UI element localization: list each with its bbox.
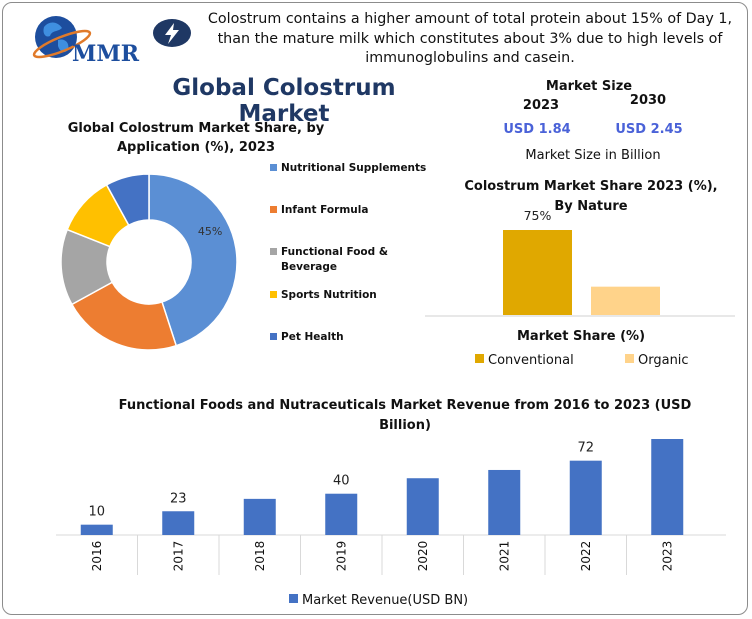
revenue-tick-label: 2021 — [497, 541, 511, 572]
revenue-title-line2: Billion) — [379, 418, 431, 433]
pie-title-line1: Global Colostrum Market Share, by — [68, 121, 325, 136]
nature-bar-chart: 75% — [503, 208, 660, 315]
nature-data-label: 75% — [524, 208, 552, 223]
nature-legend-label: Organic — [638, 353, 689, 368]
revenue-bar-2022 — [569, 460, 602, 535]
nature-legend-label: Conventional — [488, 353, 574, 368]
revenue-bar-2023 — [651, 439, 684, 535]
revenue-tick-label: 2020 — [416, 541, 430, 572]
revenue-bar-2016 — [80, 524, 113, 535]
pie-legend-swatch — [270, 333, 277, 340]
pie-title-line2: Application (%), 2023 — [117, 140, 275, 155]
pie-legend-swatch — [270, 206, 277, 213]
market-size-value-2030: USD 2.45 — [615, 122, 682, 137]
nature-bar-organic — [591, 286, 660, 315]
revenue-legend-label: Market Revenue(USD BN) — [302, 593, 468, 608]
revenue-bar-2021 — [488, 469, 521, 535]
intro-text: Colostrum contains a higher amount of to… — [207, 11, 733, 66]
pie-legend: Nutritional Supplements Infant Formula Fun… — [270, 162, 426, 343]
donut-slice-1 — [148, 173, 238, 347]
market-size-year-right: 2030 — [630, 93, 666, 108]
nature-xlabel: Market Share (%) — [517, 329, 645, 344]
revenue-tick-label: 2022 — [579, 541, 593, 572]
revenue-bar-2020 — [406, 478, 439, 535]
nature-bar-conventional — [503, 230, 572, 315]
logo-text: MMR — [72, 41, 140, 67]
revenue-bar-chart: 10 2016 23 2017 2018 40 2019 2020 2021 72 2022 2023 — [56, 439, 726, 575]
market-size-caption: Market Size in Billion — [525, 148, 660, 163]
donut-slice-2 — [70, 281, 178, 351]
pie-legend-label: Nutritional Supplements — [281, 162, 426, 174]
nature-legend: Conventional Organic — [475, 353, 689, 368]
revenue-tick-label: 2016 — [90, 541, 104, 572]
revenue-bar-2018 — [243, 498, 276, 535]
revenue-data-label: 72 — [577, 441, 594, 456]
nature-legend-swatch — [625, 354, 634, 363]
pie-legend-label: Sports Nutrition — [281, 289, 377, 301]
revenue-data-label: 10 — [88, 505, 105, 520]
revenue-legend: Market Revenue(USD BN) — [289, 593, 468, 608]
revenue-tick-label: 2023 — [660, 541, 674, 572]
pie-legend-label: Pet Health — [281, 331, 344, 343]
market-size-title: Market Size — [546, 79, 632, 94]
revenue-legend-swatch — [289, 594, 298, 603]
nature-title-line1: Colostrum Market Share 2023 (%), — [464, 179, 717, 194]
page-title: Global Colostrum Market — [172, 75, 396, 127]
donut-slice-5 — [105, 173, 150, 227]
nature-legend-swatch — [475, 354, 484, 363]
donut-data-label: 45% — [198, 225, 222, 238]
revenue-tick-label: 2018 — [253, 541, 267, 572]
donut-chart: 45% — [60, 173, 238, 351]
pie-legend-label: Functional Food & Beverage — [281, 246, 388, 273]
revenue-bar-2017 — [162, 511, 195, 535]
lightning-icon — [153, 19, 191, 47]
revenue-tick-label: 2019 — [334, 541, 348, 572]
pie-legend-swatch — [270, 248, 277, 255]
pie-legend-swatch — [270, 164, 277, 171]
market-size-year-left: 2023 — [523, 98, 559, 113]
market-size-value-2023: USD 1.84 — [503, 122, 570, 137]
nature-title-line2: By Nature — [554, 199, 627, 214]
revenue-title-line1: Functional Foods and Nutraceuticals Mark… — [119, 398, 692, 413]
mmr-logo: MMR — [32, 16, 140, 67]
revenue-tick-label: 2017 — [171, 541, 185, 572]
revenue-data-label: 40 — [333, 474, 350, 489]
revenue-bar-2019 — [325, 493, 358, 535]
revenue-data-label: 23 — [170, 491, 187, 506]
pie-legend-swatch — [270, 291, 277, 298]
pie-legend-label: Infant Formula — [281, 204, 368, 216]
